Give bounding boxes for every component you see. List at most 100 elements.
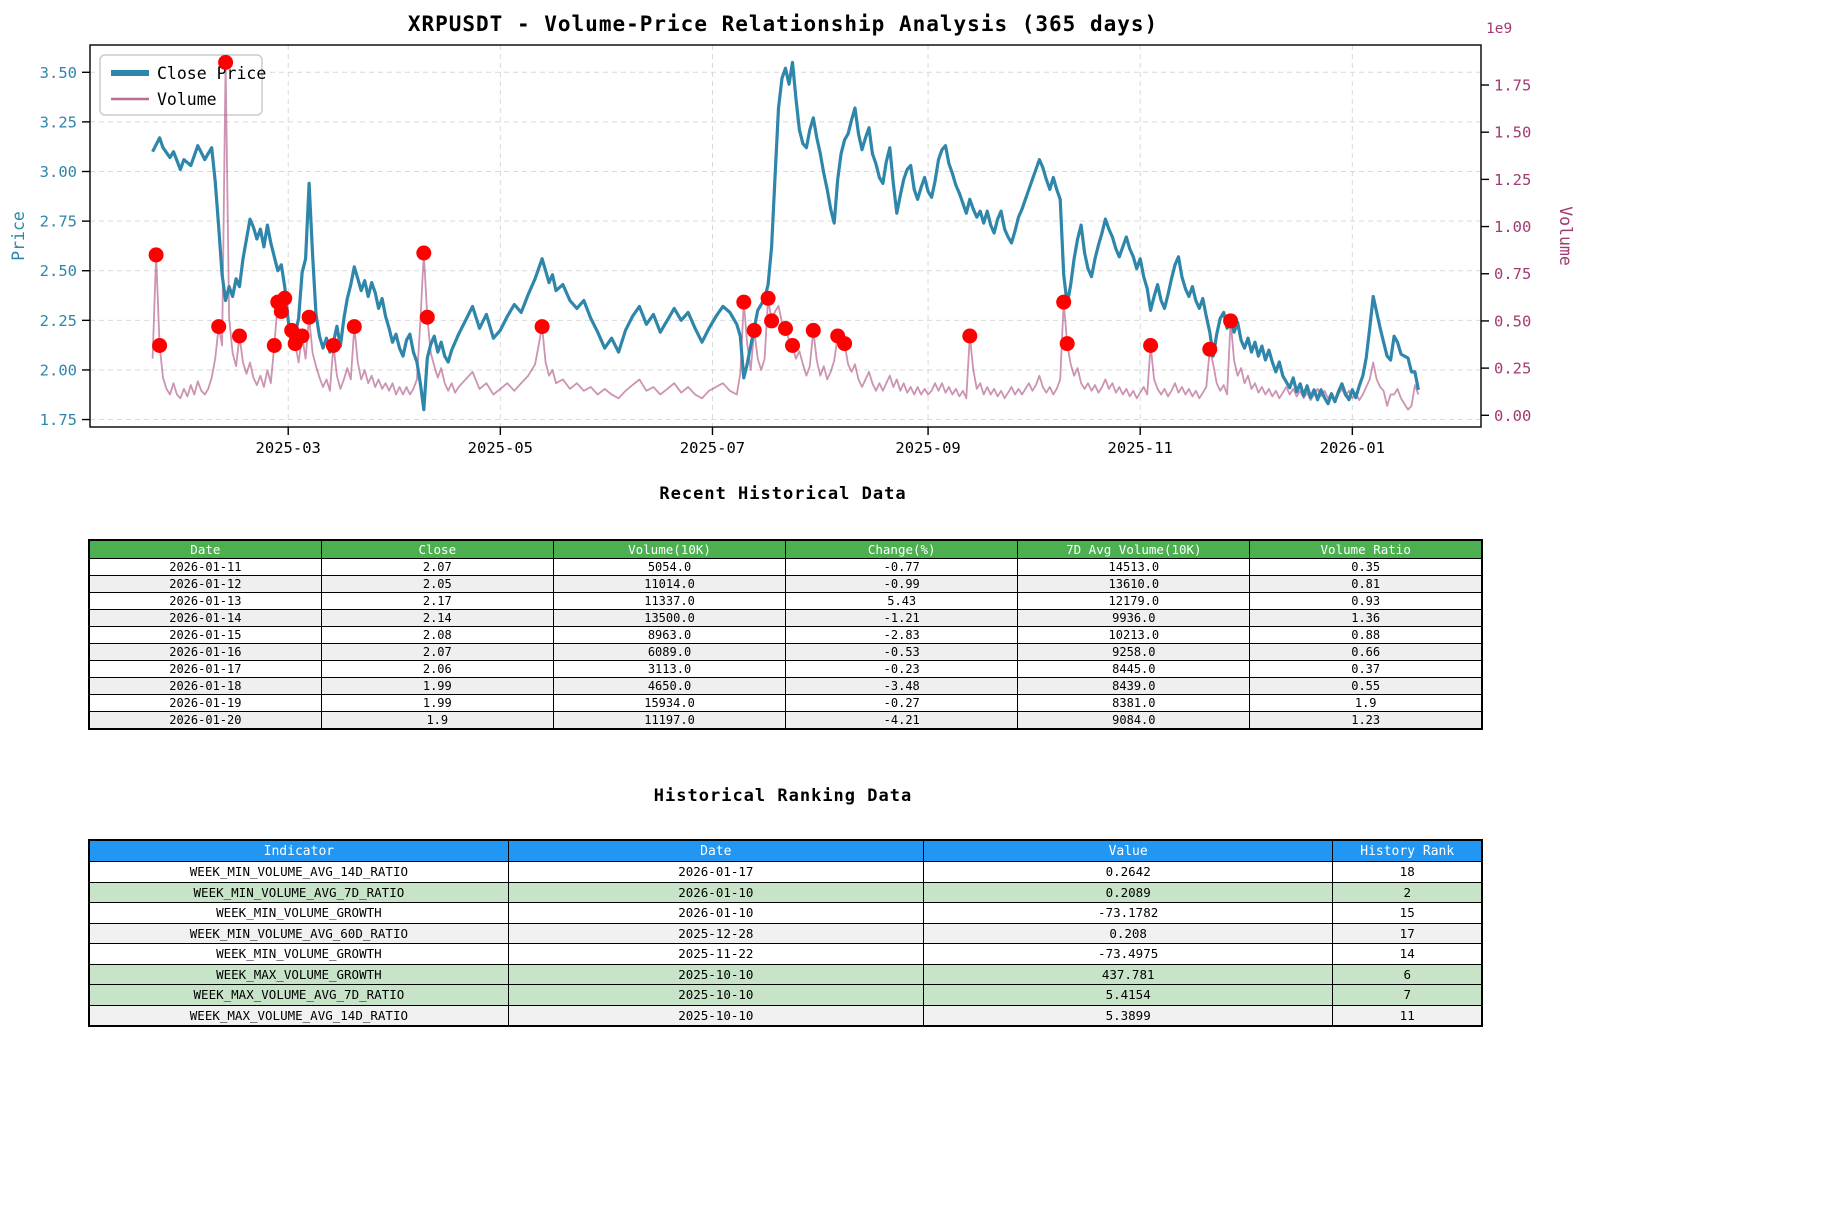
table-cell: 9084.0 [1017, 711, 1251, 730]
table-cell: 0.2089 [922, 881, 1334, 903]
column-header: History Rank [1332, 839, 1483, 862]
volume-tick-label: 0.25 [1494, 360, 1531, 378]
table-row: 2026-01-20 1.9 11197.0 -4.21 9084.0 1.23 [88, 711, 1483, 730]
anomaly-dot [785, 338, 800, 353]
table-cell: 2026-01-17 [507, 861, 924, 883]
table-cell: 14513.0 [1017, 558, 1251, 576]
table-cell: 8439.0 [1017, 677, 1251, 695]
column-header: Date [507, 839, 924, 862]
table-cell: 0.66 [1249, 643, 1483, 661]
table-cell: 1.9 [1249, 694, 1483, 712]
price-tick-label: 2.75 [40, 213, 77, 231]
table-cell: 0.208 [922, 922, 1334, 944]
anomaly-dot [218, 54, 234, 70]
table-cell: 0.88 [1249, 626, 1483, 644]
anomaly-dot [211, 319, 227, 335]
legend-label-close-price: Close Price [157, 64, 266, 83]
table-row: 2026-01-13 2.17 11337.0 5.43 12179.0 0.93 [88, 592, 1483, 610]
table-cell: 0.81 [1249, 575, 1483, 593]
table-cell: -0.77 [785, 558, 1019, 576]
table-cell: 5054.0 [552, 558, 787, 576]
table-cell: WEEK_MIN_VOLUME_AVG_60D_RATIO [88, 922, 509, 944]
table-cell: 2.07 [320, 643, 554, 661]
table-cell: 2.14 [320, 609, 554, 627]
table-cell: 15934.0 [552, 694, 787, 712]
table-cell: 11337.0 [552, 592, 787, 610]
column-header: Volume(10K) [552, 539, 787, 559]
table-cell: 13610.0 [1017, 575, 1251, 593]
anomaly-dot [1223, 313, 1239, 329]
table-cell: 2026-01-16 [88, 643, 322, 661]
plot-frame [89, 44, 1482, 428]
column-header: Volume Ratio [1249, 539, 1483, 559]
anomaly-dot [764, 313, 780, 329]
anomaly-dot [266, 338, 282, 353]
anomaly-dot [152, 338, 168, 353]
table-cell: 11197.0 [552, 711, 787, 730]
table-cell: 2026-01-19 [88, 694, 322, 712]
table-row: WEEK_MAX_VOLUME_AVG_14D_RATIO 2025-10-10 5… [88, 1004, 1483, 1027]
column-header: Date [88, 539, 322, 559]
table-cell: 15 [1332, 902, 1483, 924]
anomaly-dot [346, 319, 362, 335]
table-cell: 6 [1332, 963, 1483, 985]
table-cell: 0.35 [1249, 558, 1483, 576]
x-tick-label: 2025-03 [256, 439, 321, 457]
table-cell: 4650.0 [552, 677, 787, 695]
chart-canvas: Close Price Volume 1.75 2.00 2.25 2.50 2.75 3.0… [9, 21, 1575, 457]
table-cell: 14 [1332, 943, 1483, 965]
table-cell: 5.3899 [922, 1004, 1334, 1027]
table-cell: 2026-01-11 [88, 558, 322, 576]
anomaly-dot [736, 294, 752, 310]
table-cell: 2.05 [320, 575, 554, 593]
price-tick-label: 2.50 [40, 262, 77, 280]
table-cell: 2.07 [320, 558, 554, 576]
table-row: 2026-01-14 2.14 13500.0 -1.21 9936.0 1.36 [88, 609, 1483, 627]
table-cell: 1.9 [320, 711, 554, 730]
table-cell: 10213.0 [1017, 626, 1251, 644]
ranking-data-section-title: Historical Ranking Data [653, 786, 913, 806]
table-cell: 5.43 [785, 592, 1019, 610]
table-cell: 17 [1332, 922, 1483, 944]
table-cell: WEEK_MIN_VOLUME_GROWTH [88, 943, 509, 965]
table-cell: 1.99 [320, 694, 554, 712]
table-cell: WEEK_MIN_VOLUME_GROWTH [88, 902, 509, 924]
anomaly-dot [148, 247, 164, 263]
table-row: WEEK_MIN_VOLUME_GROWTH 2026-01-10 -73.1782… [88, 902, 1483, 924]
table-row: WEEK_MIN_VOLUME_AVG_60D_RATIO 2025-12-28 0… [88, 922, 1483, 944]
column-header: Indicator [88, 839, 509, 862]
column-header: 7D Avg Volume(10K) [1017, 539, 1251, 559]
table-cell: -0.99 [785, 575, 1019, 593]
table-cell: -3.48 [785, 677, 1019, 695]
legend-label-volume: Volume [157, 90, 217, 109]
chart-title: XRPUSDT - Volume-Price Relationship Anal… [407, 12, 1159, 36]
table-cell: 0.37 [1249, 660, 1483, 678]
table-cell: 6089.0 [552, 643, 787, 661]
table-cell: -0.53 [785, 643, 1019, 661]
table-row: 2026-01-18 1.99 4650.0 -3.48 8439.0 0.55 [88, 677, 1483, 695]
anomaly-dot [962, 328, 978, 344]
table-cell: 2025-11-22 [507, 943, 924, 965]
anomaly-dot [273, 304, 289, 319]
table-cell: 1.23 [1249, 711, 1483, 730]
table-cell: 2026-01-20 [88, 711, 322, 730]
table-cell: 12179.0 [1017, 592, 1251, 610]
table-cell: 2026-01-17 [88, 660, 322, 678]
table-cell: -2.83 [785, 626, 1019, 644]
volume-tick-label: 1.50 [1494, 124, 1531, 142]
table-cell: WEEK_MAX_VOLUME_AVG_7D_RATIO [88, 984, 509, 1006]
volume-price-chart: Close Price Volume 1.75 2.00 2.25 2.50 2.75 3.0… [0, 0, 1828, 530]
recent-historical-data-table: Date Close Volume(10K) Change(%) 7D Avg Volu… [88, 539, 1483, 730]
table-cell: 2 [1332, 881, 1483, 903]
table-cell: 0.93 [1249, 592, 1483, 610]
price-tick-label: 2.00 [40, 361, 77, 379]
anomaly-dot [277, 290, 293, 306]
table-cell: 2026-01-13 [88, 592, 322, 610]
table-cell: WEEK_MIN_VOLUME_AVG_14D_RATIO [88, 861, 509, 883]
table-cell: 2.06 [320, 660, 554, 678]
table-row: WEEK_MIN_VOLUME_GROWTH 2025-11-22 -73.4975… [88, 943, 1483, 965]
table-cell: 0.55 [1249, 677, 1483, 695]
table-cell: 7 [1332, 984, 1483, 1006]
table-cell: WEEK_MAX_VOLUME_AVG_14D_RATIO [88, 1004, 509, 1027]
